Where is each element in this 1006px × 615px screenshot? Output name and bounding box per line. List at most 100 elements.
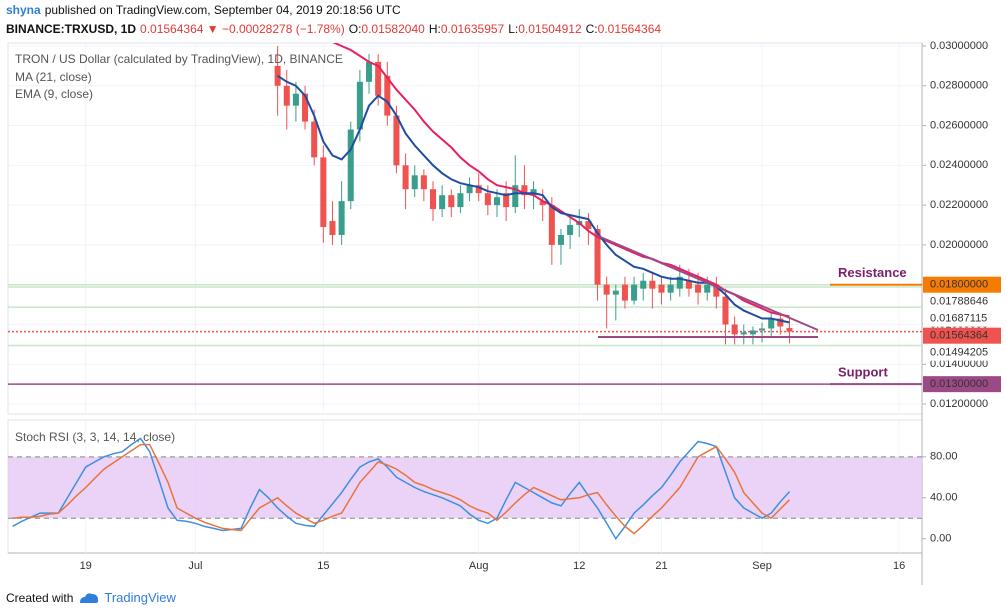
annotation: Resistance [838,265,907,280]
main-plot [8,43,922,414]
x-tick-label: Aug [469,560,489,572]
candle-body [329,221,336,235]
price-tag-label: 0.01800000 [930,279,988,291]
candle-body [411,175,418,190]
l-label: L: [508,22,519,36]
candle-body [658,284,665,293]
candle-body [292,93,299,106]
candle-body [366,61,373,82]
candle-body [320,157,327,228]
candle-body [786,328,793,332]
candle-body [621,284,628,301]
legend-stoch: Stoch RSI (3, 3, 14, 14, close) [15,430,175,444]
candle-body [768,318,775,329]
y-tick-label: 0.02400000 [930,159,988,171]
candle-body [493,197,501,206]
price-tag [923,376,1001,393]
x-tick-label: 15 [317,560,329,572]
chart: 0.012000000.014000000.016000000.01800000… [7,40,1001,585]
candle-body [530,189,537,196]
candle-body [539,201,546,206]
candle-body [484,193,491,206]
close: 0.01564364 [597,22,662,36]
price-tag [923,293,1001,310]
author[interactable]: shyna [6,3,41,17]
candle-body [557,234,564,245]
published: published on TradingView.com, September … [44,3,401,17]
indicator-line [277,74,790,324]
candle-body [777,318,784,327]
candle-body [302,93,309,122]
candle-body [640,280,647,289]
candle-body [695,284,702,293]
y-tick-label: 0.02000000 [930,239,988,251]
price-tag-label: 0.01494205 [930,347,988,359]
candle-body [649,280,656,289]
trendline [597,235,819,331]
high: 0.01635957 [440,22,505,36]
candle-body [704,284,711,293]
main-pane [7,42,923,415]
candle-body [393,115,400,166]
x-tick-label: 21 [655,560,667,572]
candle-body [466,185,473,194]
candle-body [594,228,601,285]
candle-body [548,205,555,245]
candle-body [503,193,510,208]
publish-line: shyna published on TradingView.com, Septe… [6,3,405,17]
y-tick-label: 0.00 [930,533,951,545]
candle-body [612,290,619,295]
brand[interactable]: TradingView [104,590,176,605]
legend-title: TRON / US Dollar (calculated by TradingV… [15,52,343,66]
c-label: C: [585,22,598,36]
created-with: Created with [6,590,74,605]
candle-body [512,185,519,208]
indicator-line [12,437,791,541]
h-label: H: [428,22,441,36]
candle-body [439,195,446,210]
y-tick-label: 0.02600000 [930,119,988,131]
candle-body [521,185,528,196]
annotation: Support [838,365,888,380]
candle-body [749,330,756,335]
candle-body [384,75,391,116]
candle-body [585,221,592,229]
price-tag-label: 0.01687115 [930,313,987,325]
footer: Created with TradingView [6,590,176,605]
candle-body [283,85,290,106]
y-tick-label: 40.00 [930,492,958,504]
y-tick-label: 0.02800000 [930,80,988,92]
stoch-plot [8,420,922,553]
y-tick-label: 0.03000000 [930,40,988,52]
price-tag [923,276,1001,293]
candle-body [356,81,363,130]
y-tick-label: 0.01400000 [930,358,988,370]
candle-body [429,189,437,210]
candle-body [685,280,692,289]
o-label: O: [348,22,362,36]
candle-body [676,276,683,289]
low: 0.01504912 [518,22,582,36]
y-tick-label: 80.00 [930,451,958,463]
candle-body [740,332,747,335]
y-tick-label: 0.01200000 [930,398,988,410]
price-tag-label: 0.01300000 [930,378,988,390]
price-tag [923,344,1001,361]
candle-body [402,165,409,190]
candle-body [567,225,574,235]
price-tag [923,327,1001,344]
candle-body [722,296,729,325]
symbol: BINANCE:TRXUSD, 1D [6,22,137,36]
price-tag [923,310,1001,327]
x-tick-label: 12 [573,560,585,572]
change: 0.01564364 ▼ −0.00028278 (−1.78%) [140,22,345,36]
candle-body [603,284,610,295]
candle-body [667,284,674,293]
candle-body [457,193,464,208]
candle-body [338,201,345,235]
legend-ema: EMA (9, close) [15,87,93,101]
candle-body [631,284,638,301]
open: 0.01582040 [361,22,425,36]
candle-body [448,195,455,208]
x-tick-label: 16 [893,560,905,572]
